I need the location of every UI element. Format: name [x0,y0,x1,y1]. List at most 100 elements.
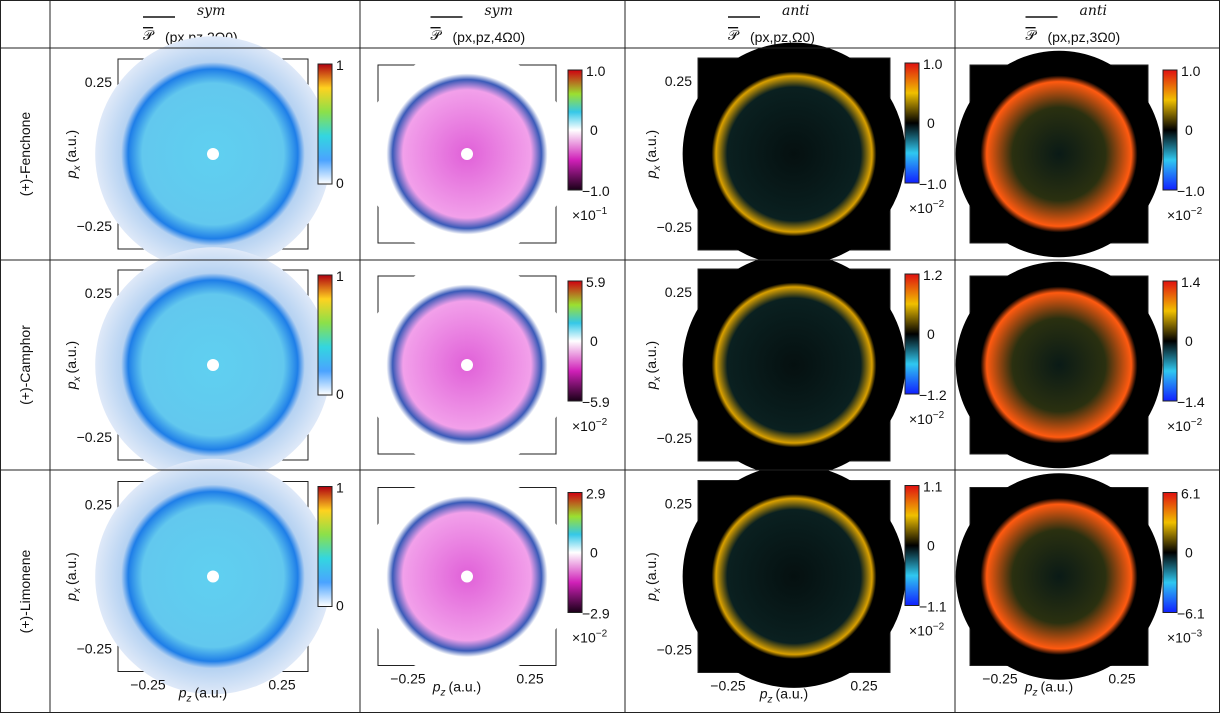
axis-subscript: z [186,694,192,705]
axis-variable: p [63,593,79,602]
axis-subscript: x [72,375,83,382]
colorbar-min: 0 [336,175,344,191]
colorbar-scale: ×10−2 [572,629,608,646]
scale-base: ×10 [1167,207,1191,223]
colorbar-min: −5.9 [582,394,610,410]
colorbar-min: −1.0 [1177,183,1205,199]
scale-base: ×10 [572,207,596,223]
y-tick-label: −0.25 [77,429,113,445]
colorbar-min: 0 [336,386,344,402]
colorbar-max: 1 [336,268,344,284]
colorbar [567,492,583,613]
row-label: (+)-Camphor [17,325,33,405]
heatmap-image [682,465,906,688]
colorbar-max: 1.4 [1181,274,1201,290]
scale-base: ×10 [909,200,933,216]
axis-units: (a.u.) [195,685,228,701]
colorbar-mid: 0 [590,122,598,138]
axis-variable: p [63,170,79,179]
x-tick-label: −0.25 [390,671,426,687]
heatmap-image [955,261,1163,469]
axis-variable: p [643,170,659,179]
header-symbol: 𝒫 [143,28,155,44]
axis-units: (a.u.) [643,552,659,585]
colorbar [904,273,920,395]
colorbar-scale: ×10−2 [1167,206,1203,223]
colorbar-min: −6.1 [1177,606,1205,622]
center-dot [461,359,473,371]
center-dot [207,359,219,371]
colorbar [1162,280,1178,402]
header-symbol: 𝒫 [728,28,740,44]
colorbar [1162,69,1178,191]
heatmap-image [955,50,1163,258]
axis-subscript: x [72,587,83,594]
scale-exponent: −2 [1191,206,1203,217]
y-tick-label: 0.25 [665,496,692,512]
colorbar-max: 1.0 [1181,63,1201,79]
axis-label: pz (a.u.) [432,679,481,699]
colorbar-scale: ×10−2 [572,417,608,434]
y-tick-label: 0.25 [665,284,692,300]
axis-label: pz (a.u.) [759,686,808,706]
colorbar-mid: 0 [590,333,598,349]
colorbar-max: 5.9 [586,274,606,290]
axis-variable: p [643,593,659,602]
axis-units: (a.u.) [63,130,79,163]
colorbar-mid: 0 [927,326,935,342]
axis-variable: p [759,686,768,702]
axis-label: pz (a.u.) [1024,679,1073,699]
axis-label: px(a.u.) [63,130,83,179]
colorbar-scale: ×10−2 [909,199,945,216]
heatmap-image [955,473,1163,680]
colorbar-mid: 0 [927,538,935,554]
scale-exponent: −1 [596,206,608,217]
colorbar-min: −1.4 [1177,394,1205,410]
colorbar-mid: 0 [927,115,935,131]
colorbar [904,62,920,184]
colorbar [317,274,333,396]
axis-units: (a.u.) [643,130,659,163]
header-superscript: sym [485,3,513,19]
y-tick-label: 0.25 [85,74,112,90]
axis-units: (a.u.) [63,341,79,374]
y-tick-label: −0.25 [77,641,113,657]
row-label: (+)-Limonene [17,549,33,633]
colorbar-mid: 0 [590,545,598,561]
colorbar-mid: 0 [1185,545,1193,561]
axis-label: pz (a.u.) [178,685,227,705]
colorbar-max: 1 [336,480,344,496]
y-tick-label: −0.25 [657,642,693,658]
colorbar-scale: ×10−2 [1167,417,1203,434]
colorbar-min: −2.9 [582,606,610,622]
scale-exponent: −2 [933,199,945,210]
y-tick-label: −0.25 [657,430,693,446]
header-subscript: (px,pz,4Ω0) [453,29,526,45]
colorbar-min: −1.0 [582,183,610,199]
header-symbol: 𝒫 [431,28,443,44]
axis-subscript: z [1032,688,1038,699]
colorbar-max: 2.9 [586,486,606,502]
header-superscript: sym [197,3,225,19]
colorbar [567,280,583,402]
header-superscript: anti [782,3,809,19]
axis-label: px(a.u.) [643,341,663,390]
center-dot [461,148,473,160]
scale-base: ×10 [909,411,933,427]
scale-base: ×10 [909,623,933,639]
colorbar-mid: 0 [1185,122,1193,138]
colorbar-min: −1.1 [919,599,947,615]
x-tick-label: −0.25 [710,678,746,694]
colorbar-min: −1.2 [919,387,947,403]
colorbar-scale: ×10−3 [1167,629,1203,646]
heatmap-image [682,42,906,266]
colorbar-max: 1.0 [586,63,606,79]
axis-label: px(a.u.) [63,552,83,601]
x-tick-label: 0.25 [516,671,543,687]
header-subscript: (px,pz,3Ω0) [1048,29,1121,45]
axis-label: px(a.u.) [63,341,83,390]
colorbar-max: 1 [336,57,344,73]
axis-subscript: x [652,164,663,171]
colorbar-scale: ×10−1 [572,206,608,223]
